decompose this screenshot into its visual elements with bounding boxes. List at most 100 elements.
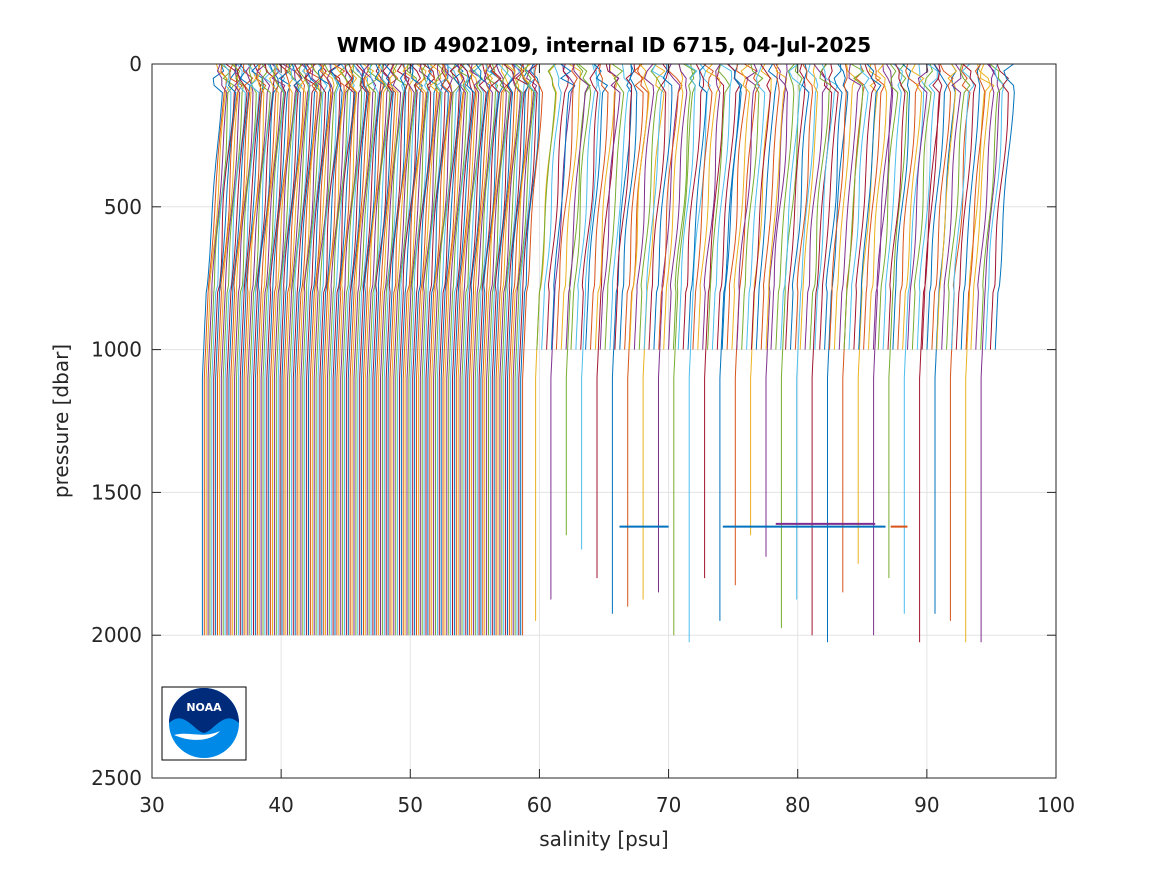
profile-line: [279, 63, 303, 636]
profile-line: [663, 63, 684, 350]
profile-line: [633, 63, 655, 350]
profile-line: [755, 63, 779, 350]
profile-line: [448, 63, 472, 636]
profile-line: [819, 63, 839, 350]
x-tick-label: 30: [139, 793, 164, 817]
profile-line: [518, 63, 539, 636]
y-tick-label: 1500: [91, 480, 142, 504]
profile-line: [355, 63, 379, 636]
profile-line: [872, 63, 894, 350]
profile-line: [770, 63, 789, 350]
profile-line: [463, 63, 485, 636]
profile-line: [926, 63, 948, 350]
profile-line: [827, 63, 849, 643]
profile-line: [300, 63, 322, 636]
profile-line: [575, 63, 598, 350]
profile-line: [629, 63, 650, 350]
profile-line: [495, 63, 517, 636]
profile-line: [285, 63, 308, 636]
profile-line: [292, 63, 317, 636]
profile-line: [570, 63, 592, 350]
profile-line: [833, 63, 857, 350]
profile-line: [224, 63, 246, 636]
profile-line: [319, 63, 342, 636]
profile-line: [374, 63, 394, 636]
profile-line: [760, 63, 780, 350]
profile-line: [450, 63, 471, 636]
profile-line: [609, 63, 633, 350]
profile-line: [272, 63, 294, 636]
profile-line: [510, 63, 533, 636]
profile-line: [378, 63, 399, 636]
profile-line: [648, 63, 669, 350]
profile-line: [741, 63, 764, 350]
profile-line: [270, 63, 291, 636]
profile-line: [215, 63, 237, 636]
profile-line: [501, 63, 525, 636]
profile-line: [296, 63, 321, 636]
profile-line: [653, 64, 673, 350]
profile-line: [410, 63, 433, 636]
profile-line: [380, 63, 402, 636]
profile-line: [283, 63, 306, 636]
profile-line: [611, 63, 633, 614]
profile-line: [868, 63, 888, 350]
profile-line: [400, 63, 423, 636]
profile-line: [522, 63, 544, 636]
profile-line: [226, 63, 248, 636]
profile-line: [565, 63, 590, 350]
profile-line: [340, 63, 365, 636]
x-axis-label: salinity [psu]: [539, 827, 668, 851]
y-tick-label: 0: [129, 52, 142, 76]
profile-line: [955, 63, 977, 350]
profile-line: [258, 63, 280, 636]
profile-line: [391, 63, 415, 636]
profile-line: [858, 63, 882, 350]
profile-line: [960, 63, 981, 350]
profile-line: [397, 63, 421, 636]
profile-line: [387, 63, 407, 636]
profile-line: [809, 63, 832, 350]
profile-line: [414, 63, 438, 636]
profile-line: [765, 63, 788, 350]
profile-line: [488, 63, 510, 636]
profile-line: [402, 63, 426, 636]
profile-line: [273, 63, 299, 636]
profile-line: [619, 63, 638, 350]
profile-line: [290, 63, 312, 636]
profile-line: [205, 63, 232, 636]
x-tick-label: 40: [268, 793, 293, 817]
profile-line: [436, 63, 462, 636]
profile-line: [433, 63, 453, 636]
profile-line: [697, 63, 721, 350]
profile-line: [406, 63, 432, 636]
profile-line: [614, 63, 636, 350]
profile-line: [799, 63, 819, 350]
profile-line: [245, 63, 265, 636]
profile-line: [264, 63, 286, 636]
x-tick-label: 70: [656, 793, 681, 817]
profile-line: [332, 63, 355, 636]
profile-line: [435, 63, 461, 636]
profile-line: [429, 63, 452, 636]
profile-line: [370, 63, 392, 636]
profile-line: [287, 63, 311, 636]
x-tick-label: 50: [398, 793, 423, 817]
profile-line: [467, 63, 491, 636]
profile-line: [385, 63, 410, 636]
profile-line: [222, 63, 244, 636]
profile-line: [863, 63, 886, 350]
plot-box: [151, 63, 1057, 779]
profile-line: [442, 63, 467, 636]
profile-line: [262, 63, 285, 636]
profile-line: [975, 63, 995, 350]
profile-line: [260, 63, 286, 636]
profile-line: [716, 63, 741, 350]
profile-line: [452, 63, 474, 636]
profile-line: [308, 63, 332, 636]
profile-line: [275, 63, 300, 636]
profile-line: [824, 63, 843, 350]
profile-line: [514, 63, 536, 636]
profile-line: [217, 63, 243, 636]
